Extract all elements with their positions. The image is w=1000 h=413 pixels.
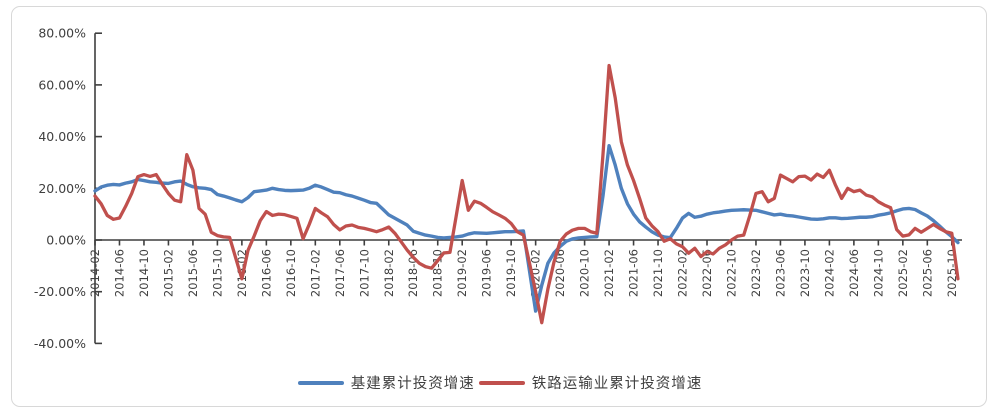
svg-text:2017-06: 2017-06 — [333, 249, 347, 297]
svg-text:0.00%: 0.00% — [46, 233, 86, 248]
legend-swatch-infrastructure-line — [297, 380, 344, 385]
svg-text:2015-10: 2015-10 — [210, 249, 224, 297]
legend-label-railway: 铁路运输业累计投资增速 — [531, 376, 703, 392]
svg-text:2018-10: 2018-10 — [431, 249, 445, 297]
svg-text:2020-06: 2020-06 — [553, 249, 567, 297]
svg-text:2024-06: 2024-06 — [847, 249, 861, 297]
svg-text:2014-06: 2014-06 — [112, 249, 126, 297]
svg-text:2015-06: 2015-06 — [186, 249, 200, 297]
svg-text:2019-10: 2019-10 — [504, 249, 518, 297]
svg-text:20.00%: 20.00% — [38, 181, 86, 196]
svg-text:80.00%: 80.00% — [38, 26, 86, 41]
svg-text:2023-02: 2023-02 — [749, 249, 763, 297]
svg-text:2023-10: 2023-10 — [798, 249, 812, 297]
svg-text:2025-02: 2025-02 — [896, 249, 910, 297]
chart-legend: 基建累计投资增速 铁路运输业累计投资增速 — [0, 372, 1000, 393]
chart-card — [11, 6, 987, 407]
svg-text:60.00%: 60.00% — [38, 77, 86, 92]
svg-text:2018-02: 2018-02 — [382, 249, 396, 297]
legend-swatch-railway-line — [478, 380, 525, 385]
svg-text:2021-06: 2021-06 — [627, 249, 641, 297]
svg-text:2015-02: 2015-02 — [161, 249, 175, 297]
svg-text:2024-02: 2024-02 — [822, 249, 836, 297]
legend-item-railway: 铁路运输业累计投资增速 — [478, 372, 703, 393]
svg-text:2025-06: 2025-06 — [920, 249, 934, 297]
svg-text:2016-06: 2016-06 — [259, 249, 273, 297]
legend-item-infrastructure: 基建累计投资增速 — [297, 372, 475, 393]
svg-text:40.00%: 40.00% — [38, 129, 86, 144]
svg-text:2017-10: 2017-10 — [357, 249, 371, 297]
svg-text:2023-06: 2023-06 — [773, 249, 787, 297]
svg-text:2021-02: 2021-02 — [602, 249, 616, 297]
svg-text:2014-10: 2014-10 — [137, 249, 151, 297]
svg-text:2014-02: 2014-02 — [88, 249, 102, 297]
svg-text:2022-06: 2022-06 — [700, 249, 714, 297]
svg-text:-40.00%: -40.00% — [34, 336, 86, 351]
svg-text:2019-06: 2019-06 — [480, 249, 494, 297]
svg-text:2019-02: 2019-02 — [455, 249, 469, 297]
legend-label-infrastructure: 基建累计投资增速 — [350, 376, 475, 392]
svg-text:2016-10: 2016-10 — [284, 249, 298, 297]
svg-text:2022-10: 2022-10 — [724, 249, 738, 297]
svg-text:2021-10: 2021-10 — [651, 249, 665, 297]
svg-text:2022-02: 2022-02 — [676, 249, 690, 297]
svg-text:2020-10: 2020-10 — [578, 249, 592, 297]
svg-text:2017-02: 2017-02 — [308, 249, 322, 297]
svg-text:2024-10: 2024-10 — [871, 249, 885, 297]
svg-text:-20.00%: -20.00% — [34, 284, 86, 299]
